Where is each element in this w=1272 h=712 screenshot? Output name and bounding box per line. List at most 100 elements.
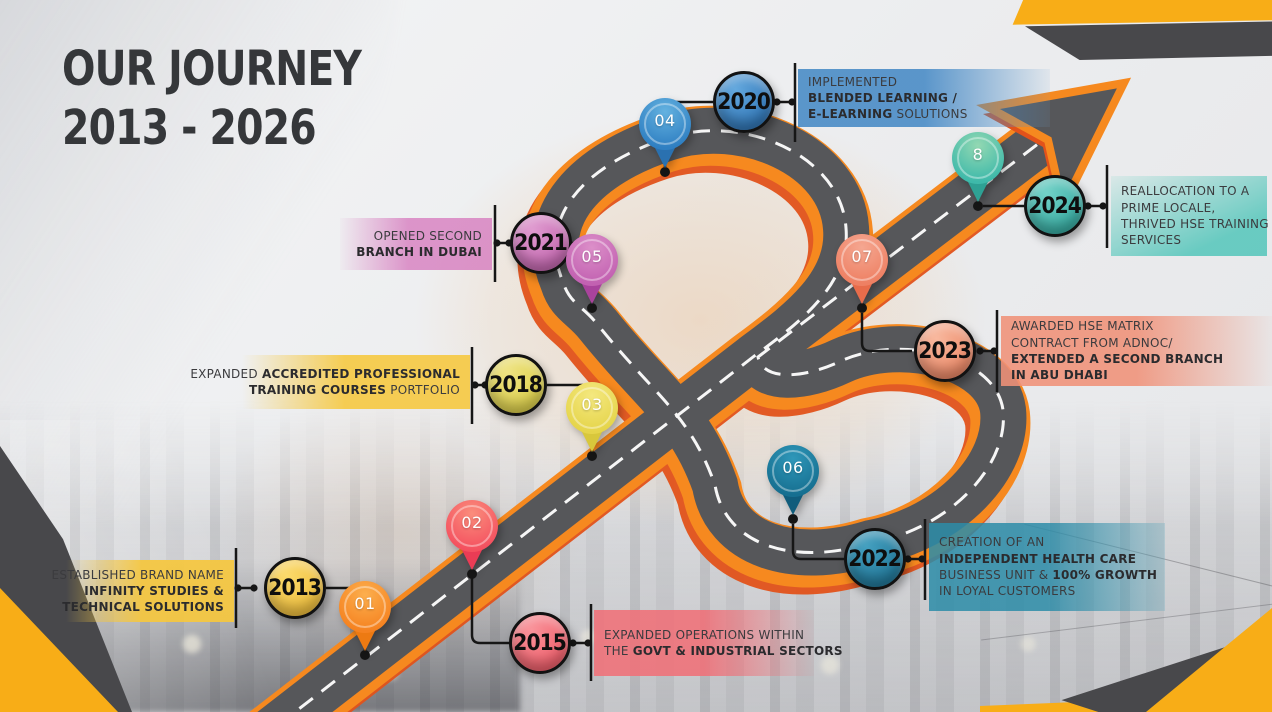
milestone-label: ESTABLISHED BRAND NAME INFINITY STUDIES &…: [52, 560, 234, 622]
label-line: CONTRACT FROM ADNOC/: [1011, 335, 1262, 351]
label-line: BLENDED LEARNING /: [808, 90, 1040, 106]
milestone-label: OPENED SECOND BRANCH IN DUBAI: [340, 218, 492, 270]
label-segment: INFINITY STUDIES &: [84, 583, 224, 598]
page-title: OUR JOURNEY 2013 - 2026: [62, 40, 362, 157]
milestone-year-badge: 2020: [713, 71, 775, 133]
milestone-year-badge: 2023: [914, 320, 976, 382]
pin-number: 05: [581, 247, 603, 266]
title-line-2: 2013 - 2026: [62, 99, 317, 156]
label-line: OPENED SECOND: [356, 228, 482, 244]
location-pin-icon: 06: [766, 445, 820, 515]
label-line: EXPANDED ACCREDITED PROFESSIONAL: [190, 366, 460, 382]
pin-number: 01: [354, 594, 376, 613]
pin-body: [952, 132, 1004, 184]
pin-body: [639, 98, 691, 150]
label-line: IN LOYAL CUSTOMERS: [939, 583, 1155, 599]
label-segment: EXPANDED OPERATIONS WITHIN: [604, 627, 805, 642]
label-line: THE GOVT & INDUSTRIAL SECTORS: [604, 643, 843, 659]
label-segment: IMPLEMENTED: [808, 74, 898, 89]
location-pin-icon: 8: [951, 132, 1005, 202]
location-pin-icon: 02: [445, 500, 499, 570]
pin-number: 06: [782, 458, 804, 477]
label-segment: TECHNICAL SOLUTIONS: [62, 600, 224, 615]
label-segment: ESTABLISHED BRAND NAME: [51, 567, 224, 582]
milestone-label: AWARDED HSE MATRIX CONTRACT FROM ADNOC/EX…: [1001, 316, 1272, 386]
milestone-label: REALLOCATION TO A PRIME LOCALE, THRIVED HS…: [1111, 176, 1269, 256]
location-pin-icon: 04: [638, 98, 692, 168]
milestone-year-badge: 2018: [485, 354, 547, 416]
milestone-label: EXPANDED OPERATIONS WITHIN THE GOVT & IND…: [594, 610, 843, 676]
label-line: E-LEARNING SOLUTIONS: [808, 106, 1040, 122]
milestone-label: EXPANDED ACCREDITED PROFESSIONAL TRAINING…: [190, 355, 470, 409]
label-line: EXTENDED A SECOND BRANCH: [1011, 351, 1262, 367]
label-segment: TRAINING COURSES: [248, 383, 387, 397]
label-segment: IN LOYAL CUSTOMERS: [939, 584, 1076, 599]
milestone-label: CREATION OF AN INDEPENDENT HEALTH CARE BUS…: [929, 523, 1165, 611]
year-text: 2020: [717, 89, 772, 115]
label-line: THRIVED HSE TRAINING: [1121, 216, 1269, 232]
label-segment: OPENED SECOND: [373, 228, 482, 243]
pin-number: 07: [851, 247, 873, 266]
year-text: 2023: [918, 338, 973, 364]
label-segment: SERVICES: [1121, 233, 1182, 248]
title-line-1: OUR JOURNEY: [62, 41, 362, 97]
milestone-year-badge: 2015: [509, 612, 571, 674]
label-segment: AWARDED HSE MATRIX: [1011, 319, 1154, 334]
label-segment: EXPANDED: [190, 366, 262, 381]
label-segment: SOLUTIONS: [892, 107, 968, 122]
label-segment: EXTENDED A SECOND BRANCH: [1011, 352, 1224, 366]
location-pin-icon: 03: [565, 382, 619, 452]
label-line: SERVICES: [1121, 232, 1257, 248]
label-line: INDEPENDENT HEALTH CARE: [939, 551, 1155, 567]
label-segment: CREATION OF AN: [939, 535, 1045, 550]
pin-number: 04: [654, 111, 676, 130]
label-segment: THRIVED HSE TRAINING: [1121, 217, 1269, 231]
pin-body: [836, 234, 888, 286]
pin-number: 8: [972, 145, 984, 164]
label-segment: E-LEARNING: [808, 107, 893, 122]
label-line: BUSINESS UNIT & 100% GROWTH: [939, 567, 1158, 583]
label-segment: BRANCH IN DUBAI: [356, 245, 482, 259]
label-line: REALLOCATION TO A: [1121, 183, 1257, 199]
pin-body: [339, 581, 391, 633]
label-segment: PORTFOLIO: [386, 383, 460, 397]
label-line: PRIME LOCALE,: [1121, 200, 1257, 216]
label-segment: BLENDED LEARNING /: [808, 90, 958, 105]
location-pin-icon: 07: [835, 234, 889, 304]
label-segment: INDEPENDENT HEALTH CARE: [939, 551, 1137, 566]
pin-body: [566, 234, 618, 286]
pin-body: [767, 445, 819, 497]
label-segment: CONTRACT FROM ADNOC/: [1011, 335, 1173, 350]
year-text: 2021: [514, 230, 569, 256]
label-line: CREATION OF AN: [939, 534, 1155, 550]
year-text: 2013: [268, 575, 323, 601]
pin-body: [446, 500, 498, 552]
milestone-year-badge: 2022: [844, 528, 906, 590]
location-pin-icon: 01: [338, 581, 392, 651]
year-text: 2018: [489, 372, 544, 398]
year-text: 2024: [1028, 193, 1083, 219]
year-text: 2015: [513, 630, 568, 656]
pin-body: [566, 382, 618, 434]
label-line: BRANCH IN DUBAI: [356, 244, 482, 260]
label-segment: 100% GROWTH: [1052, 568, 1158, 582]
label-segment: REALLOCATION TO A: [1121, 184, 1250, 199]
label-segment: ACCREDITED PROFESSIONAL: [261, 366, 460, 381]
label-line: ESTABLISHED BRAND NAME: [52, 567, 225, 583]
label-segment: PRIME LOCALE,: [1121, 200, 1216, 215]
label-segment: GOVT & INDUSTRIAL SECTORS: [632, 644, 843, 658]
label-line: TRAINING COURSES PORTFOLIO: [190, 382, 460, 398]
label-line: INFINITY STUDIES &: [52, 583, 225, 599]
milestone-year-badge: 2024: [1024, 175, 1086, 237]
top-right-yellow-band: [1012, 0, 1272, 25]
label-segment: THE: [604, 644, 633, 658]
label-line: IN ABU DHABI: [1011, 367, 1262, 383]
label-segment: IN ABU DHABI: [1011, 368, 1108, 383]
label-line: TECHNICAL SOLUTIONS: [52, 599, 225, 615]
milestone-label: IMPLEMENTED BLENDED LEARNING / E-LEARNING …: [798, 69, 1050, 127]
label-line: AWARDED HSE MATRIX: [1011, 318, 1262, 334]
milestone-year-badge: 2021: [510, 212, 572, 274]
year-text: 2022: [848, 546, 903, 572]
milestone-year-badge: 2013: [264, 557, 326, 619]
